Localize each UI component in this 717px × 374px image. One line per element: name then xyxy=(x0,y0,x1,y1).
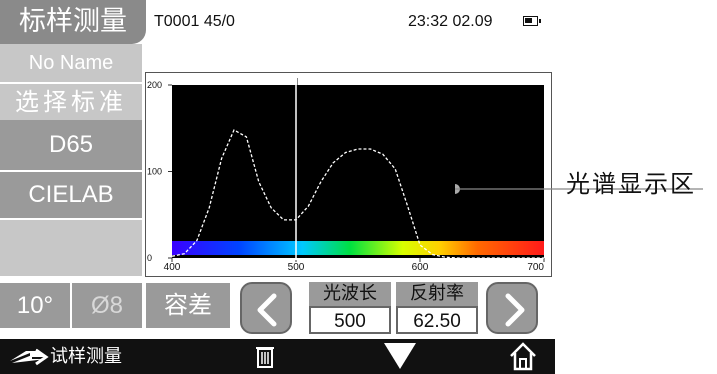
observer-angle-button[interactable]: 10° xyxy=(0,283,70,328)
aperture-button[interactable]: Ø8 xyxy=(72,283,142,328)
y-tick-label: 200 xyxy=(147,80,162,90)
status-bar: T0001 45/0 23:32 02.09 xyxy=(150,0,555,44)
spectrum-display-annotation: 光谱显示区 xyxy=(566,170,696,198)
arrow-right-icon[interactable] xyxy=(6,339,50,374)
divider xyxy=(0,82,142,84)
chevron-right-icon xyxy=(505,293,525,327)
tolerance-button[interactable]: 容差 xyxy=(146,283,230,328)
cursor-group[interactable] xyxy=(295,78,298,260)
series-group xyxy=(171,129,544,259)
standard-name-button[interactable]: No Name xyxy=(0,44,142,82)
x-tick-label: 500 xyxy=(288,262,305,273)
reflectance-label: 反射率 xyxy=(396,282,478,306)
measure-sample-label[interactable]: 试样测量 xyxy=(50,346,122,367)
y-tick-label: 100 xyxy=(147,167,162,177)
triangle-down-icon[interactable] xyxy=(380,339,420,374)
status-time-date: 23:32 02.09 xyxy=(408,13,493,30)
divider xyxy=(0,218,142,220)
page-title: 标样测量 xyxy=(0,0,146,44)
x-tick-label: 600 xyxy=(412,262,429,273)
chart-axes: 400 500 600 700 0 100 200 xyxy=(147,80,545,273)
spectrum-chart: 400 500 600 700 0 100 200 xyxy=(147,78,545,273)
spectral-curve xyxy=(171,129,544,259)
divider xyxy=(0,170,142,172)
battery-icon xyxy=(523,16,541,26)
reflectance-value: 62.50 xyxy=(396,306,478,334)
bottom-toolbar: 试样测量 xyxy=(0,339,555,374)
chevron-left-icon xyxy=(257,293,277,327)
callout-line xyxy=(455,184,703,194)
sidebar-spacer xyxy=(0,220,142,276)
home-icon[interactable] xyxy=(508,339,538,374)
status-sample-id: T0001 45/0 xyxy=(154,13,235,30)
spectrum-band xyxy=(172,241,544,255)
plot-area xyxy=(172,85,544,258)
color-space-button[interactable]: CIELAB xyxy=(0,172,142,218)
select-standard-button[interactable]: 选择标准 xyxy=(0,84,142,120)
cursor-left-button[interactable] xyxy=(240,282,292,334)
cursor-right-button[interactable] xyxy=(486,282,538,334)
wavelength-label: 光波长 xyxy=(309,282,391,306)
wavelength-value: 500 xyxy=(309,306,391,334)
trash-icon[interactable] xyxy=(250,339,280,374)
illuminant-button[interactable]: D65 xyxy=(0,120,142,170)
y-tick-label: 0 xyxy=(147,253,152,263)
x-tick-label: 400 xyxy=(164,262,181,273)
x-tick-label: 700 xyxy=(527,262,544,273)
